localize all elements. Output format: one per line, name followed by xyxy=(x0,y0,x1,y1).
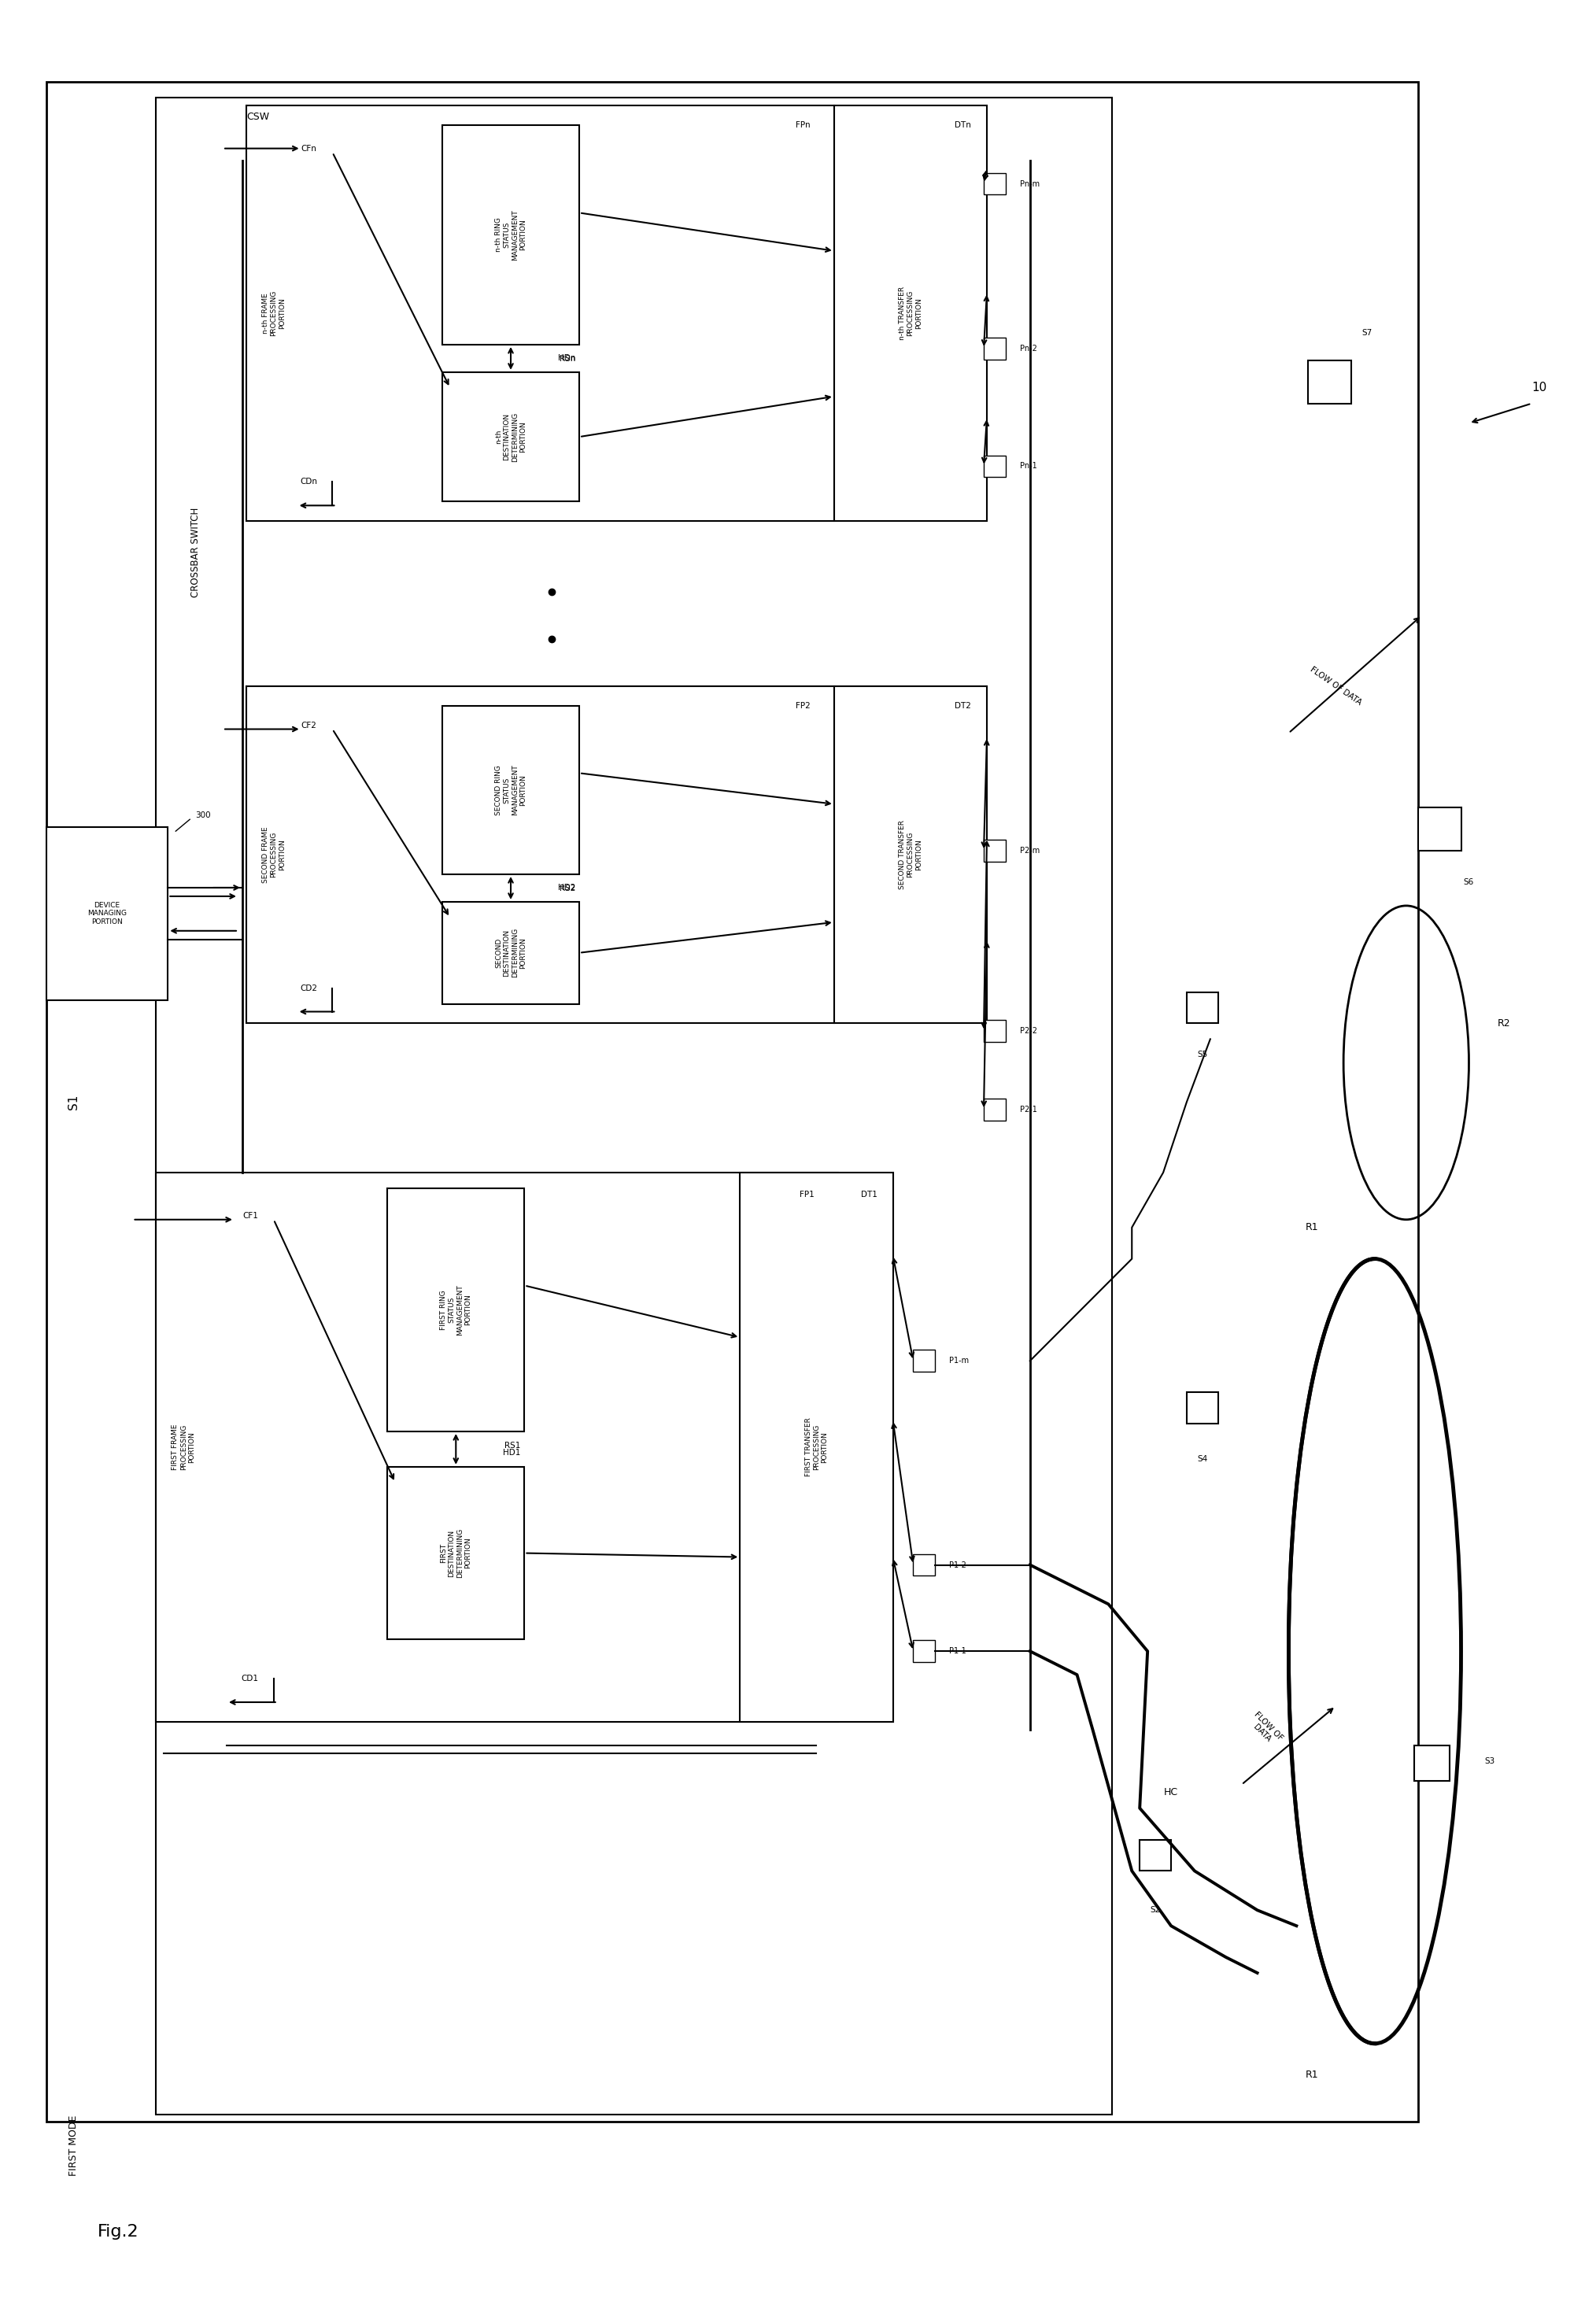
Text: CFn: CFn xyxy=(302,145,316,152)
Text: FPn: FPn xyxy=(796,120,811,129)
Bar xyxy=(442,371,579,502)
Text: Pn-2: Pn-2 xyxy=(1020,346,1037,353)
Text: DEVICE
MANAGING
PORTION: DEVICE MANAGING PORTION xyxy=(88,901,126,924)
Text: RSn: RSn xyxy=(559,355,576,362)
Bar xyxy=(835,687,986,1023)
Text: S5: S5 xyxy=(1197,1051,1208,1058)
Text: FIRST RING
STATUS
MANAGEMENT
PORTION: FIRST RING STATUS MANAGEMENT PORTION xyxy=(440,1284,472,1335)
Text: S2: S2 xyxy=(1151,1906,1160,1913)
Bar xyxy=(246,106,835,521)
Text: CDn: CDn xyxy=(300,477,318,486)
Bar xyxy=(913,1554,935,1577)
Bar xyxy=(46,81,1417,2123)
Text: FIRST
DESTINATION
DETERMINING
PORTION: FIRST DESTINATION DETERMINING PORTION xyxy=(440,1528,472,1579)
Text: P2-1: P2-1 xyxy=(1020,1106,1037,1113)
Text: HDn: HDn xyxy=(559,355,576,362)
Text: RS2: RS2 xyxy=(559,885,576,892)
Text: CD1: CD1 xyxy=(241,1676,259,1683)
Bar xyxy=(1414,1745,1449,1782)
Text: CSW: CSW xyxy=(246,113,270,122)
Bar xyxy=(983,1099,1005,1120)
Bar xyxy=(741,1173,892,1722)
Text: R1: R1 xyxy=(1306,2070,1318,2079)
Text: S7: S7 xyxy=(1361,330,1373,337)
Text: FIRST FRAME
PROCESSING
PORTION: FIRST FRAME PROCESSING PORTION xyxy=(172,1424,195,1471)
Text: P1-2: P1-2 xyxy=(950,1560,967,1570)
Text: S6: S6 xyxy=(1464,878,1475,885)
Text: P1-m: P1-m xyxy=(950,1358,969,1365)
Text: S1: S1 xyxy=(69,1095,80,1109)
Text: HD2: HD2 xyxy=(559,883,576,892)
Bar xyxy=(1187,991,1218,1023)
Text: S3: S3 xyxy=(1484,1756,1495,1766)
Text: 10: 10 xyxy=(1532,383,1547,394)
Text: Pn-m: Pn-m xyxy=(1020,180,1039,187)
Text: R2: R2 xyxy=(1497,1019,1511,1028)
Bar xyxy=(1140,1839,1171,1872)
Text: SECOND RING
STATUS
MANAGEMENT
PORTION: SECOND RING STATUS MANAGEMENT PORTION xyxy=(495,765,527,816)
Text: n-th TRANSFER
PROCESSING
PORTION: n-th TRANSFER PROCESSING PORTION xyxy=(899,286,922,341)
Text: HD1: HD1 xyxy=(503,1450,520,1457)
Bar xyxy=(442,124,579,346)
Text: SECOND
DESTINATION
DETERMINING
PORTION: SECOND DESTINATION DETERMINING PORTION xyxy=(495,929,527,977)
Text: P2-2: P2-2 xyxy=(1020,1028,1037,1035)
Bar xyxy=(1309,360,1352,403)
Text: FLOW OF DATA: FLOW OF DATA xyxy=(1309,666,1363,708)
Bar xyxy=(46,827,168,1000)
Text: n-th RING
STATUS
MANAGEMENT
PORTION: n-th RING STATUS MANAGEMENT PORTION xyxy=(495,210,527,260)
Text: HC: HC xyxy=(1163,1786,1178,1798)
Text: DTn: DTn xyxy=(954,120,972,129)
Text: DT1: DT1 xyxy=(860,1192,878,1199)
Text: P1-1: P1-1 xyxy=(950,1648,967,1655)
Bar xyxy=(442,901,579,1003)
Bar xyxy=(913,1641,935,1662)
Text: n-th
DESTINATION
DETERMINING
PORTION: n-th DESTINATION DETERMINING PORTION xyxy=(495,413,527,461)
Bar xyxy=(913,1351,935,1371)
Text: FIRST MODE: FIRST MODE xyxy=(69,2116,78,2176)
Text: CF1: CF1 xyxy=(243,1212,259,1219)
Text: 300: 300 xyxy=(195,811,211,818)
Text: CROSSBAR SWITCH: CROSSBAR SWITCH xyxy=(190,507,201,597)
Text: CF2: CF2 xyxy=(302,721,316,728)
Bar xyxy=(156,97,1112,2114)
Bar xyxy=(156,1173,838,1722)
Text: CD2: CD2 xyxy=(300,984,318,991)
Bar xyxy=(1187,1392,1218,1424)
Text: SECOND TRANSFER
PROCESSING
PORTION: SECOND TRANSFER PROCESSING PORTION xyxy=(899,821,922,890)
Text: FP1: FP1 xyxy=(800,1192,814,1199)
Text: FLOW OF
DATA: FLOW OF DATA xyxy=(1246,1710,1285,1749)
Text: n-th FRAME
PROCESSING
PORTION: n-th FRAME PROCESSING PORTION xyxy=(262,290,286,337)
Text: DT2: DT2 xyxy=(954,701,972,710)
Bar xyxy=(983,337,1005,360)
Text: P2-m: P2-m xyxy=(1020,846,1039,855)
Bar xyxy=(835,106,986,521)
Text: Pn-1: Pn-1 xyxy=(1020,463,1037,470)
Text: RS1: RS1 xyxy=(504,1441,520,1450)
Text: R1: R1 xyxy=(1306,1222,1318,1233)
Bar xyxy=(1417,807,1460,851)
Bar xyxy=(983,173,1005,194)
Text: FIRST TRANSFER
PROCESSING
PORTION: FIRST TRANSFER PROCESSING PORTION xyxy=(804,1418,828,1478)
Bar xyxy=(388,1466,525,1639)
Bar xyxy=(442,705,579,874)
Bar xyxy=(983,1021,1005,1042)
Text: FP2: FP2 xyxy=(796,701,811,710)
Text: S4: S4 xyxy=(1197,1454,1208,1464)
Bar xyxy=(388,1187,525,1431)
Text: Fig.2: Fig.2 xyxy=(97,2224,139,2240)
Text: SECOND FRAME
PROCESSING
PORTION: SECOND FRAME PROCESSING PORTION xyxy=(262,827,286,883)
Bar xyxy=(983,839,1005,862)
Bar xyxy=(246,687,835,1023)
Bar xyxy=(983,456,1005,477)
